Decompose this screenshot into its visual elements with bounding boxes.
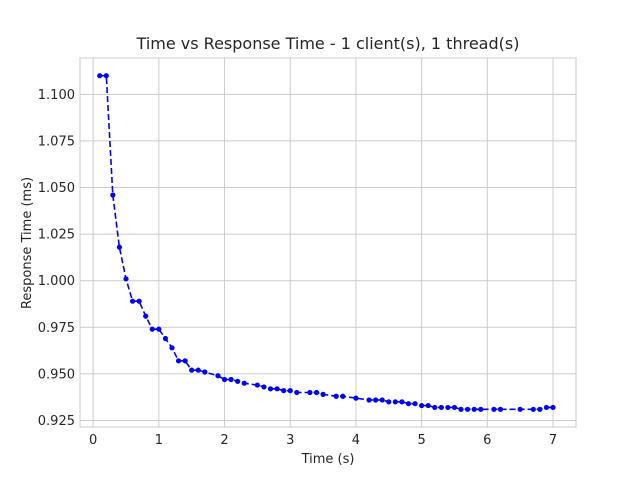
- y-tick-label: 0.950: [38, 367, 75, 382]
- data-point: [175, 358, 182, 364]
- data-point: [458, 406, 464, 412]
- data-point: [333, 393, 339, 399]
- data-point: [478, 406, 484, 412]
- y-tick-label: 1.075: [38, 134, 75, 149]
- y-tick-label: 0.925: [38, 414, 75, 429]
- plot-frame: [79, 57, 577, 428]
- data-point: [497, 406, 504, 412]
- x-tick-label: 7: [549, 433, 557, 448]
- data-point: [287, 388, 293, 394]
- data-point: [340, 393, 346, 399]
- data-point: [353, 395, 359, 401]
- data-point: [517, 406, 523, 412]
- data-point: [129, 298, 136, 304]
- data-point: [471, 406, 477, 412]
- data-point: [103, 73, 109, 79]
- y-tick-label: 1.000: [38, 274, 75, 289]
- data-point: [221, 376, 228, 383]
- x-tick-label: 1: [155, 433, 163, 448]
- data-point: [143, 313, 149, 319]
- data-point: [149, 326, 155, 332]
- data-point: [491, 406, 497, 412]
- data-point: [412, 401, 418, 407]
- data-point: [379, 397, 385, 403]
- y-tick-label: 1.025: [38, 228, 75, 243]
- x-tick-label: 6: [483, 433, 491, 448]
- data-point: [550, 404, 556, 411]
- data-point: [123, 276, 129, 282]
- x-tick-label: 0: [89, 433, 97, 448]
- data-point: [136, 298, 142, 304]
- data-point: [438, 404, 444, 411]
- y-tick-label: 1.050: [38, 181, 75, 196]
- data-point: [169, 345, 175, 351]
- data-point: [294, 389, 300, 396]
- data-point: [425, 402, 431, 409]
- data-point: [281, 388, 287, 394]
- data-point: [320, 391, 326, 397]
- data-point: [386, 399, 392, 405]
- data-point: [465, 406, 471, 412]
- grid: [80, 58, 576, 427]
- data-point: [162, 335, 169, 342]
- data-point: [156, 326, 162, 332]
- data-point: [241, 380, 247, 386]
- data-point: [530, 406, 536, 412]
- data-point: [235, 378, 241, 384]
- data-point: [189, 367, 195, 373]
- data-point: [399, 399, 405, 405]
- data-point: [116, 244, 123, 250]
- x-tick-label: 4: [352, 433, 360, 448]
- y-tick-label: 0.975: [38, 321, 75, 336]
- data-point: [182, 358, 188, 364]
- data-point: [228, 376, 234, 383]
- data-point: [313, 389, 320, 396]
- data-point: [543, 404, 550, 411]
- data-point: [267, 386, 274, 392]
- x-tick-label: 5: [417, 433, 425, 448]
- ticks-layer: 0 1 2 3 4 5 6 7 0.925 0.950 0.975 1.000 1.025 1.050 1.…: [38, 88, 557, 448]
- data-point: [195, 367, 201, 373]
- data-point: [537, 406, 543, 412]
- y-tick-label: 1.100: [38, 88, 75, 103]
- data-point: [373, 397, 379, 403]
- data-point: [419, 402, 425, 409]
- x-tick-label: 3: [286, 433, 294, 448]
- data-point: [97, 73, 103, 79]
- data-point: [366, 397, 372, 403]
- data-point: [451, 404, 458, 411]
- x-tick-label: 2: [220, 433, 228, 448]
- data-point: [110, 192, 116, 198]
- y-axis-label: Response Time (ms): [20, 177, 35, 309]
- data-point: [202, 369, 208, 375]
- series-layer: [97, 73, 556, 412]
- data-point: [445, 404, 451, 411]
- data-point: [405, 401, 412, 407]
- data-point: [432, 404, 438, 411]
- data-point: [392, 399, 398, 405]
- data-point: [254, 382, 260, 388]
- chart-title: Time vs Response Time - 1 client(s), 1 t…: [136, 34, 520, 53]
- data-point: [274, 386, 280, 392]
- data-point: [307, 389, 313, 396]
- x-axis-label: Time (s): [301, 452, 355, 467]
- data-point: [215, 373, 221, 379]
- data-point: [261, 384, 267, 390]
